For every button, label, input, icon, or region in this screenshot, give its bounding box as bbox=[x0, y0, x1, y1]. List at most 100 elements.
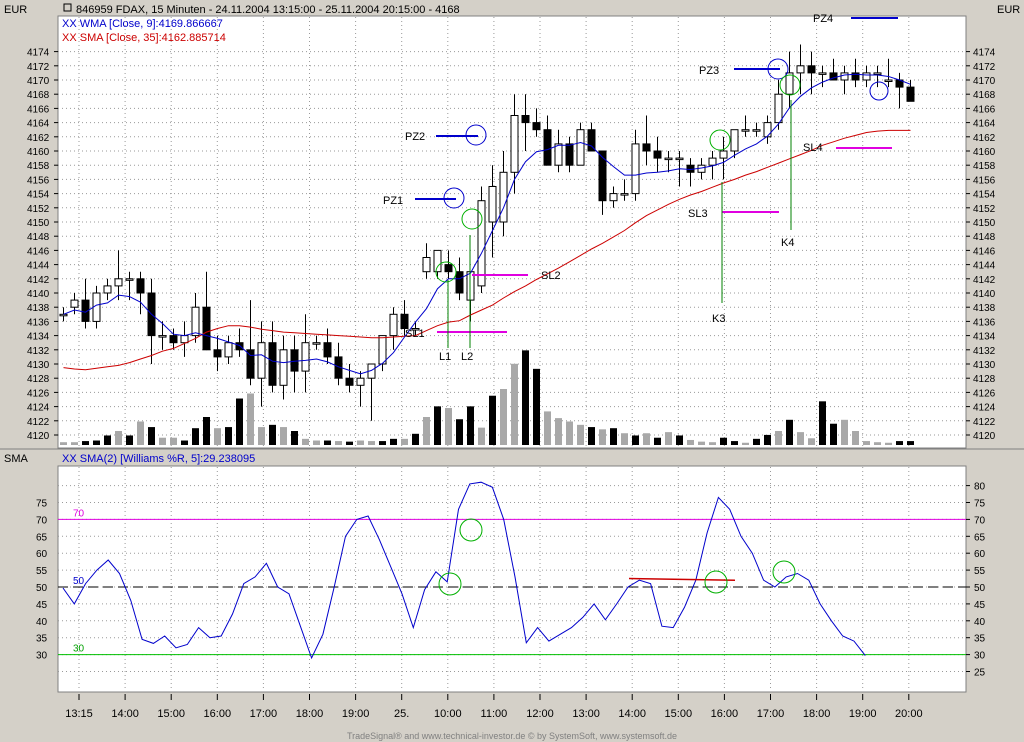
candle-up bbox=[180, 335, 189, 344]
time-label: 19:00 bbox=[849, 708, 877, 720]
chart-icon bbox=[63, 3, 72, 12]
volume-bar bbox=[346, 441, 353, 445]
time-label: 14:00 bbox=[111, 708, 139, 720]
price-tick-right: 4166 bbox=[973, 104, 996, 115]
level-70-label: 70 bbox=[73, 508, 85, 519]
volume-bar bbox=[214, 428, 221, 445]
volume-bar bbox=[742, 442, 749, 445]
indicator-tick-left: 65 bbox=[36, 532, 48, 543]
price-tick-left: 4162 bbox=[27, 133, 50, 144]
price-tick-right: 4154 bbox=[973, 190, 996, 201]
volume-bar bbox=[137, 421, 144, 445]
price-tick-left: 4154 bbox=[27, 190, 50, 201]
time-label: 19:00 bbox=[342, 708, 370, 720]
candle-down bbox=[345, 377, 354, 386]
indicator-tick-left: 45 bbox=[36, 600, 48, 611]
time-label: 20:00 bbox=[895, 708, 923, 720]
candle-down bbox=[290, 349, 299, 372]
volume-bar bbox=[797, 432, 804, 445]
price-tick-left: 4164 bbox=[27, 119, 50, 130]
time-label: 11:00 bbox=[481, 708, 508, 720]
volume-bar bbox=[71, 442, 78, 445]
indicator-tick-right: 40 bbox=[974, 617, 986, 628]
volume-bar bbox=[907, 441, 914, 445]
volume-bar bbox=[577, 424, 584, 445]
indicator-tick-right: 25 bbox=[974, 668, 986, 679]
price-tick-right: 4128 bbox=[973, 374, 996, 385]
candle-down bbox=[532, 122, 541, 131]
candlesticks bbox=[59, 44, 915, 421]
price-tick-left: 4144 bbox=[27, 261, 50, 272]
volume-bar bbox=[82, 441, 89, 445]
label-sl4: SL4 bbox=[803, 142, 823, 154]
volume-bar bbox=[258, 427, 265, 445]
candle-down bbox=[455, 271, 464, 294]
volume-bar bbox=[291, 431, 298, 445]
time-label: 18:00 bbox=[803, 708, 831, 720]
price-tick-right: 4160 bbox=[973, 147, 996, 158]
candle-up bbox=[125, 278, 134, 281]
volume-bar bbox=[401, 438, 408, 445]
price-tick-left: 4160 bbox=[27, 147, 50, 158]
price-tick-right: 4120 bbox=[973, 431, 996, 442]
volume-bar bbox=[775, 431, 782, 445]
volume-bar bbox=[753, 438, 760, 445]
candle-up bbox=[488, 186, 497, 223]
candle-up bbox=[70, 299, 79, 308]
volume-bar bbox=[786, 419, 793, 445]
volume-bar bbox=[687, 439, 694, 445]
price-tick-left: 4142 bbox=[27, 275, 50, 286]
volume-bar bbox=[225, 427, 232, 445]
indicator-tick-left: 40 bbox=[36, 617, 48, 628]
label-k3: K3 bbox=[712, 313, 725, 325]
candle-up bbox=[103, 285, 112, 294]
candle-down bbox=[213, 349, 222, 358]
label-l1: L1 bbox=[439, 351, 451, 363]
candle-down bbox=[587, 129, 596, 152]
candle-down bbox=[268, 342, 277, 386]
candle-down bbox=[906, 86, 915, 102]
indicator-tick-right: 70 bbox=[974, 515, 986, 526]
candle-up bbox=[257, 342, 266, 379]
indicator-tick-right: 30 bbox=[974, 651, 986, 662]
header-bar bbox=[0, 0, 1024, 16]
volume-bar bbox=[522, 350, 529, 445]
price-tick-right: 4136 bbox=[973, 317, 996, 328]
indicator-tick-right: 75 bbox=[974, 499, 986, 510]
signal-circle bbox=[438, 572, 462, 596]
currency-left: EUR bbox=[4, 4, 27, 16]
candle-up bbox=[510, 115, 519, 173]
candle-up bbox=[477, 200, 486, 287]
volume-bar bbox=[456, 419, 463, 445]
candle-up bbox=[620, 193, 629, 196]
label-l2: L2 bbox=[461, 351, 473, 363]
candle-up bbox=[422, 257, 431, 273]
volume-bar bbox=[610, 428, 617, 445]
legend-sma: XX SMA [Close, 35]:4162.885714 bbox=[62, 32, 226, 44]
volume-bar bbox=[93, 440, 100, 445]
price-tick-left: 4174 bbox=[27, 48, 50, 59]
volume-bar bbox=[313, 440, 320, 445]
indicator-tick-right: 80 bbox=[974, 482, 986, 493]
price-tick-right: 4172 bbox=[973, 62, 996, 73]
price-tick-right: 4132 bbox=[973, 346, 996, 357]
label-sl3: SL3 bbox=[688, 208, 708, 220]
price-tick-right: 4150 bbox=[973, 218, 996, 229]
indicator-tick-right: 50 bbox=[974, 583, 986, 594]
price-tick-left: 4122 bbox=[27, 417, 50, 428]
candle-up bbox=[752, 129, 761, 132]
volume-bar bbox=[368, 441, 375, 445]
candle-up bbox=[862, 72, 871, 81]
candle-up bbox=[411, 328, 420, 331]
price-tick-right: 4126 bbox=[973, 388, 996, 399]
volume-bar bbox=[434, 406, 441, 445]
time-label: 14:00 bbox=[618, 708, 646, 720]
candle-down bbox=[235, 342, 244, 351]
price-tick-left: 4124 bbox=[27, 403, 50, 414]
volume-bars bbox=[60, 350, 914, 445]
candle-up bbox=[884, 79, 893, 82]
wma-line bbox=[63, 73, 911, 375]
price-tick-left: 4126 bbox=[27, 388, 50, 399]
price-tick-left: 4156 bbox=[27, 175, 50, 186]
signal-circle bbox=[459, 518, 483, 542]
